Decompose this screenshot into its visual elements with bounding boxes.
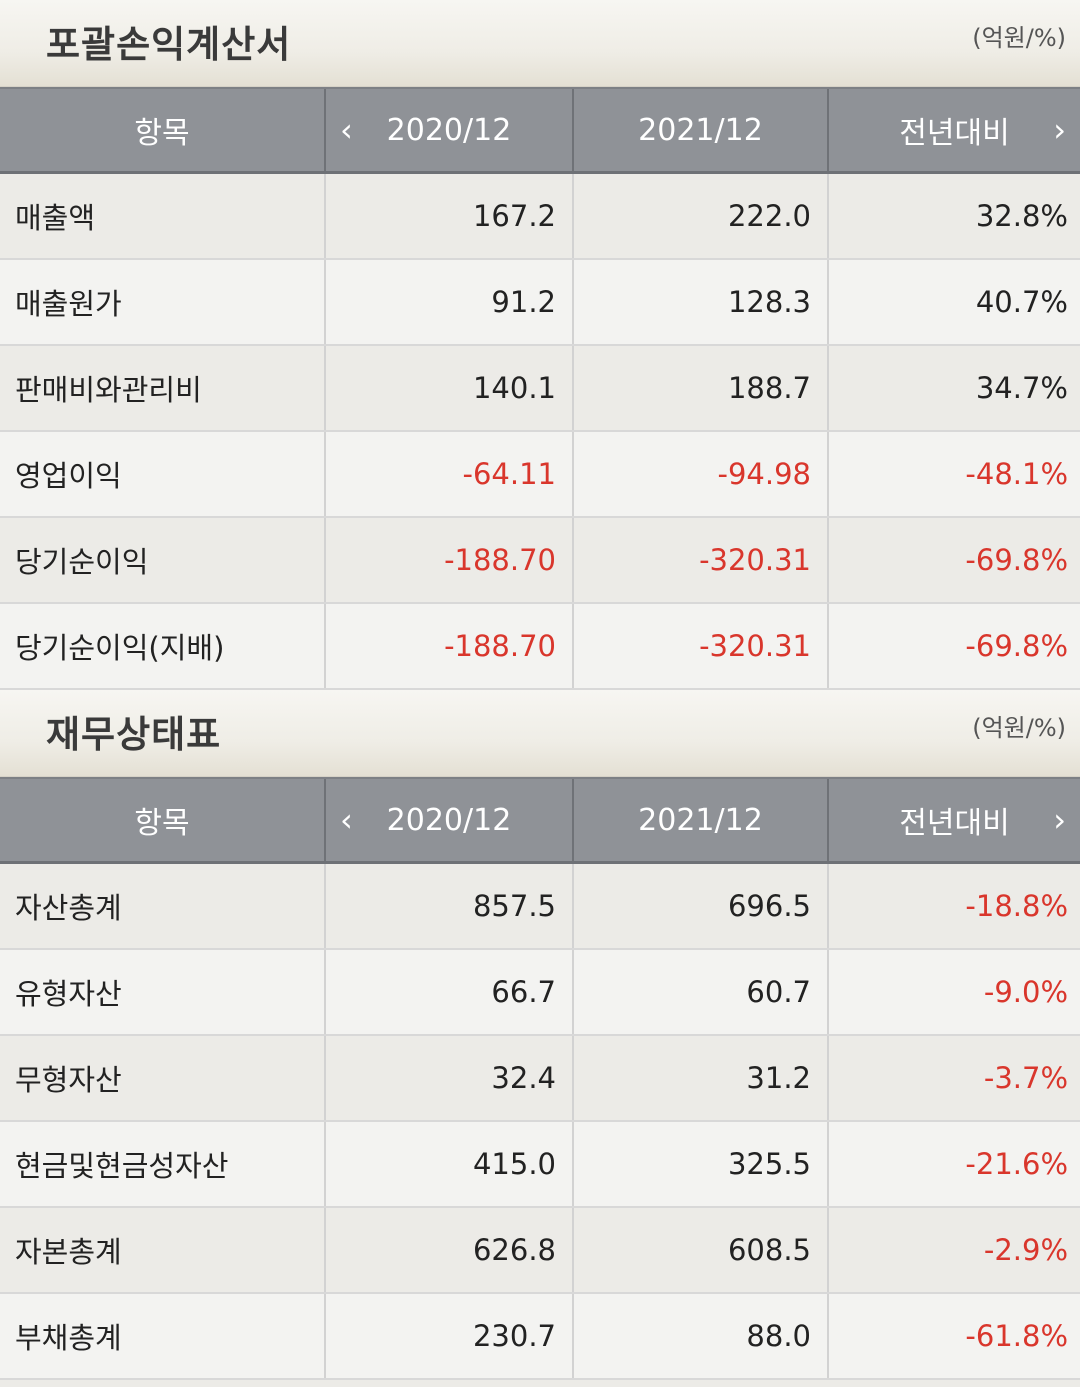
value-yoy: -3.7% — [827, 1035, 1080, 1122]
value-yoy: -48.1% — [827, 431, 1080, 518]
row-label: 부채총계 — [0, 1293, 325, 1380]
row-label: 매출액 — [0, 172, 325, 260]
row-label: 무형자산 — [0, 1035, 325, 1122]
table-row[interactable]: 유형자산 66.7 60.7 -9.0% — [0, 949, 1080, 1036]
table-row[interactable]: 자본총계 626.8 608.5 -2.9% — [0, 1207, 1080, 1294]
table-row[interactable]: 무형자산 32.4 31.2 -3.7% — [0, 1035, 1080, 1122]
income-statement-table: 항목 ‹ 2020/12 2021/12 전년대비 › 매출액 167.2 222.… — [0, 87, 1080, 690]
column-header-item: 항목 — [0, 777, 325, 864]
chevron-left-icon[interactable]: ‹ — [340, 801, 353, 839]
chevron-right-icon[interactable]: › — [1053, 111, 1066, 149]
column-header-yoy: 전년대비 › — [827, 777, 1080, 864]
income-statement-section: 포괄손익계산서 (억원/%) 항목 ‹ 2020/12 2021/12 전년대비… — [0, 0, 1080, 690]
value-yoy: -2.9% — [827, 1207, 1080, 1294]
table-row[interactable]: 당기순이익(지배) -188.70 -320.31 -69.8% — [0, 603, 1080, 690]
table-row[interactable]: 영업이익 -64.11 -94.98 -48.1% — [0, 431, 1080, 518]
balance-sheet-section: 재무상태표 (억원/%) 항목 ‹ 2020/12 2021/12 전년대비 ›… — [0, 690, 1080, 1380]
value-2021: -320.31 — [572, 603, 828, 690]
column-header-item: 항목 — [0, 87, 325, 174]
row-label: 현금및현금성자산 — [0, 1121, 325, 1208]
value-2021: 608.5 — [572, 1207, 828, 1294]
value-2020: 230.7 — [324, 1293, 573, 1380]
unit-label: (억원/%) — [972, 714, 1066, 742]
section-header: 재무상태표 (억원/%) — [0, 690, 1080, 777]
value-yoy: -61.8% — [827, 1293, 1080, 1380]
column-header-2020: ‹ 2020/12 — [324, 87, 573, 174]
value-2021: 696.5 — [572, 862, 828, 950]
income-statement-rows: 매출액 167.2 222.0 32.8% 매출원가 91.2 128.3 40.7% 판매비와… — [0, 172, 1080, 690]
value-2021: 128.3 — [572, 259, 828, 346]
value-2020: -188.70 — [324, 517, 573, 604]
value-yoy: 32.8% — [827, 172, 1080, 260]
value-2021: 325.5 — [572, 1121, 828, 1208]
column-header-yoy: 전년대비 › — [827, 87, 1080, 174]
balance-sheet-table: 항목 ‹ 2020/12 2021/12 전년대비 › 자산총계 857.5 696… — [0, 777, 1080, 1380]
value-2021: 88.0 — [572, 1293, 828, 1380]
value-2021: 60.7 — [572, 949, 828, 1036]
table-row[interactable]: 당기순이익 -188.70 -320.31 -69.8% — [0, 517, 1080, 604]
value-2020: 626.8 — [324, 1207, 573, 1294]
value-yoy: -21.6% — [827, 1121, 1080, 1208]
row-label: 당기순이익(지배) — [0, 603, 325, 690]
table-row[interactable]: 현금및현금성자산 415.0 325.5 -21.6% — [0, 1121, 1080, 1208]
column-header-2020: ‹ 2020/12 — [324, 777, 573, 864]
value-2020: -64.11 — [324, 431, 573, 518]
value-2021: -94.98 — [572, 431, 828, 518]
row-label: 자본총계 — [0, 1207, 325, 1294]
row-label: 자산총계 — [0, 862, 325, 950]
row-label: 매출원가 — [0, 259, 325, 346]
value-yoy: -69.8% — [827, 517, 1080, 604]
value-2020: 32.4 — [324, 1035, 573, 1122]
value-2020: 91.2 — [324, 259, 573, 346]
row-label: 유형자산 — [0, 949, 325, 1036]
table-row[interactable]: 판매비와관리비 140.1 188.7 34.7% — [0, 345, 1080, 432]
value-2021: 222.0 — [572, 172, 828, 260]
table-row[interactable]: 자산총계 857.5 696.5 -18.8% — [0, 862, 1080, 950]
section-title: 포괄손익계산서 — [46, 23, 292, 66]
balance-sheet-rows: 자산총계 857.5 696.5 -18.8% 유형자산 66.7 60.7 -9.0% 무형자… — [0, 862, 1080, 1380]
row-label: 영업이익 — [0, 431, 325, 518]
row-label: 당기순이익 — [0, 517, 325, 604]
value-2021: 188.7 — [572, 345, 828, 432]
column-header-2021: 2021/12 — [572, 87, 828, 174]
value-2021: 31.2 — [572, 1035, 828, 1122]
table-header-row: 항목 ‹ 2020/12 2021/12 전년대비 › — [0, 777, 1080, 864]
value-yoy: 34.7% — [827, 345, 1080, 432]
value-2020: 167.2 — [324, 172, 573, 260]
value-yoy: 40.7% — [827, 259, 1080, 346]
table-row[interactable]: 매출액 167.2 222.0 32.8% — [0, 172, 1080, 260]
unit-label: (억원/%) — [972, 24, 1066, 52]
table-row[interactable]: 부채총계 230.7 88.0 -61.8% — [0, 1293, 1080, 1380]
value-2020: -188.70 — [324, 603, 573, 690]
table-header-row: 항목 ‹ 2020/12 2021/12 전년대비 › — [0, 87, 1080, 174]
value-2020: 140.1 — [324, 345, 573, 432]
value-yoy: -18.8% — [827, 862, 1080, 950]
section-header: 포괄손익계산서 (억원/%) — [0, 0, 1080, 87]
value-yoy: -9.0% — [827, 949, 1080, 1036]
column-header-2021: 2021/12 — [572, 777, 828, 864]
chevron-left-icon[interactable]: ‹ — [340, 111, 353, 149]
value-yoy: -69.8% — [827, 603, 1080, 690]
value-2020: 415.0 — [324, 1121, 573, 1208]
section-title: 재무상태표 — [46, 713, 222, 756]
value-2020: 857.5 — [324, 862, 573, 950]
value-2020: 66.7 — [324, 949, 573, 1036]
table-row[interactable]: 매출원가 91.2 128.3 40.7% — [0, 259, 1080, 346]
value-2021: -320.31 — [572, 517, 828, 604]
row-label: 판매비와관리비 — [0, 345, 325, 432]
chevron-right-icon[interactable]: › — [1053, 801, 1066, 839]
